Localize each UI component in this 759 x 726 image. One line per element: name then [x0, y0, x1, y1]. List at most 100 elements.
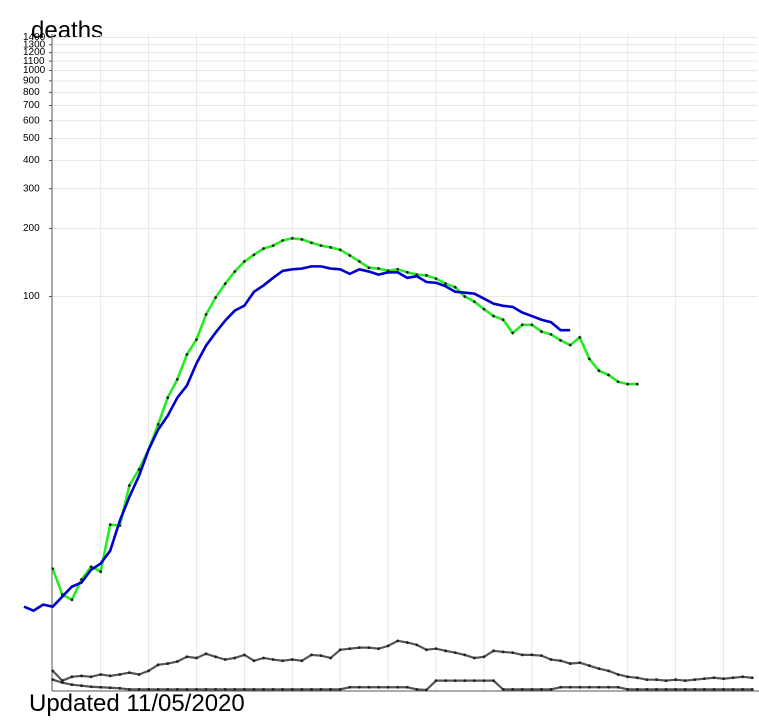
data-point: [587, 685, 591, 689]
data-point: [70, 598, 74, 602]
data-point: [367, 685, 371, 689]
data-point: [310, 241, 313, 245]
y-tick-label: 500: [23, 133, 40, 144]
data-point: [329, 245, 333, 249]
data-point: [137, 467, 141, 471]
data-point: [530, 687, 534, 691]
data-point: [511, 687, 515, 691]
data-point: [214, 655, 218, 659]
data-point: [645, 687, 649, 691]
data-point: [482, 307, 486, 311]
y-tick-label: 800: [23, 87, 40, 98]
data-point: [252, 253, 256, 257]
data-point: [587, 664, 591, 668]
data-point: [319, 687, 323, 691]
data-point: [453, 285, 457, 289]
data-point: [386, 685, 390, 689]
data-point: [108, 523, 112, 527]
data-point: [520, 687, 524, 691]
data-point: [271, 244, 275, 248]
data-point: [386, 644, 390, 648]
data-line: [51, 639, 753, 682]
data-point: [89, 685, 93, 689]
data-point: [683, 687, 687, 691]
data-point: [319, 654, 323, 658]
data-point: [722, 687, 725, 691]
data-point: [80, 684, 83, 688]
data-point: [242, 260, 246, 263]
data-point: [271, 658, 275, 661]
data-point: [683, 679, 687, 683]
data-point: [300, 659, 304, 663]
data-point: [300, 687, 304, 691]
data-point: [511, 651, 515, 655]
data-point: [655, 678, 658, 682]
data-point: [741, 687, 745, 691]
data-point: [472, 656, 476, 660]
data-point: [51, 669, 55, 673]
data-point: [175, 378, 179, 381]
data-point: [664, 679, 668, 683]
data-point: [290, 658, 294, 661]
data-point: [626, 675, 630, 679]
data-point: [223, 687, 227, 691]
data-point: [377, 647, 380, 651]
data-point: [338, 648, 342, 652]
data-point: [635, 687, 639, 691]
data-point: [156, 422, 160, 426]
data-point: [223, 658, 227, 661]
data-point: [463, 679, 467, 683]
data-point: [242, 653, 246, 657]
data-point: [319, 244, 323, 248]
data-point: [482, 679, 486, 683]
data-point: [195, 656, 198, 660]
data-point: [616, 685, 620, 689]
data-point: [147, 669, 150, 673]
data-point: [712, 687, 716, 691]
data-point: [674, 687, 677, 691]
y-tick-label: 900: [23, 75, 40, 86]
data-point: [348, 685, 352, 689]
data-line: [23, 265, 571, 613]
data-point: [434, 679, 438, 683]
data-point: [731, 687, 735, 691]
data-point: [175, 660, 179, 663]
data-point: [89, 675, 93, 679]
data-point: [425, 648, 428, 652]
footer-note: Updated 11/05/2020: [29, 690, 245, 717]
data-point: [338, 248, 342, 252]
data-point: [252, 687, 256, 691]
data-point: [185, 353, 189, 356]
data-point: [741, 675, 745, 679]
data-point: [128, 687, 131, 691]
y-tick-label: 600: [23, 115, 40, 126]
data-point: [626, 382, 630, 386]
data-point: [357, 646, 361, 650]
data-point: [568, 685, 572, 689]
data-point: [70, 675, 74, 679]
data-point: [511, 331, 515, 335]
data-point: [635, 676, 639, 680]
data-point: [568, 343, 572, 347]
data-point: [204, 313, 208, 316]
data-point: [233, 687, 237, 691]
data-point: [60, 681, 64, 685]
data-point: [492, 679, 495, 683]
data-point: [214, 296, 218, 299]
data-point: [348, 647, 352, 651]
data-point: [185, 687, 189, 691]
data-point: [549, 687, 553, 691]
data-point: [415, 687, 419, 691]
data-point: [607, 373, 610, 377]
data-point: [99, 570, 103, 574]
data-point: [434, 647, 438, 651]
data-point: [520, 653, 524, 657]
data-point: [271, 687, 275, 691]
data-point: [626, 687, 630, 691]
data-point: [108, 686, 112, 690]
data-point: [108, 674, 112, 678]
data-point: [51, 678, 55, 682]
data-point: [463, 653, 467, 657]
data-point: [492, 314, 495, 318]
